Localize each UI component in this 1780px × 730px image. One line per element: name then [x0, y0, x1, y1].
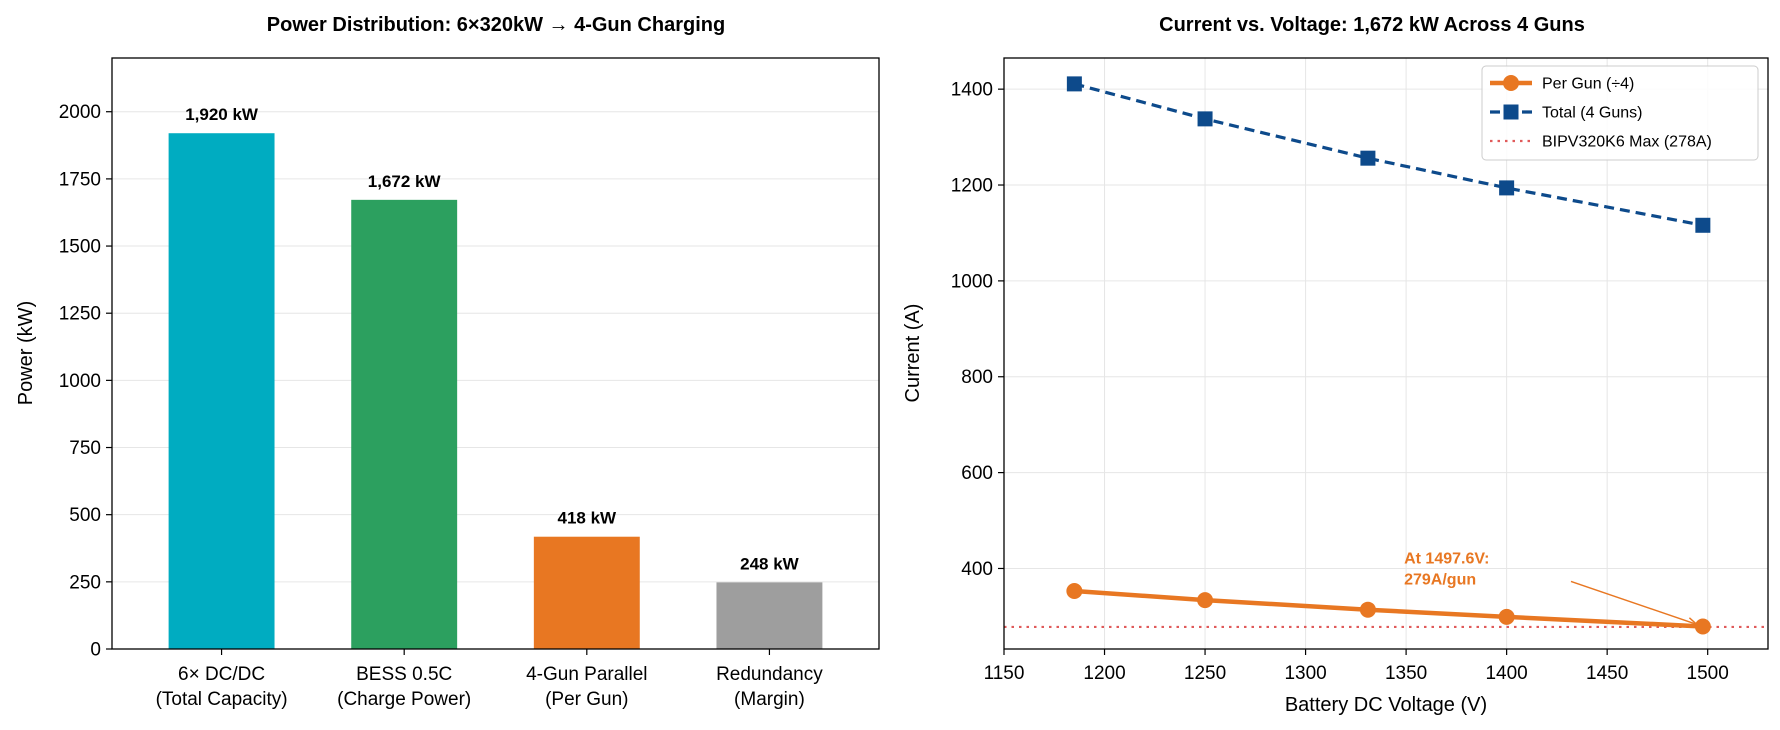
chart2-annotation-text: At 1497.6V:: [1404, 551, 1489, 568]
chart1-x-tick-label: (Total Capacity): [156, 689, 288, 710]
chart2-annotation: At 1497.6V: 279A/gun: [1404, 551, 1699, 626]
chart2-y-tick-label: 800: [961, 367, 993, 388]
chart2-x-tick-label: 1350: [1385, 663, 1427, 684]
chart1-data-label: 1,920 kW: [185, 105, 259, 124]
chart1-y-tick-label: 1500: [59, 237, 101, 258]
chart1-y-ticks: 0 250 500 750 1000 1250 1500 1750 2000: [59, 102, 112, 661]
legend-entry-label: BIPV320K6 Max (278A): [1542, 134, 1712, 151]
chart2-point: [1498, 608, 1515, 625]
chart1-bars: [168, 133, 823, 649]
chart1-y-tick-label: 1750: [59, 169, 101, 190]
chart2-point: [1197, 111, 1213, 127]
chart1-bar: [351, 199, 458, 649]
chart2-annotation-arrowhead: [1686, 617, 1699, 626]
chart2-legend-box: [1481, 65, 1759, 161]
chart1-y-axis-label: Power (kW): [15, 301, 37, 405]
chart2-plot-frame: [1003, 57, 1769, 650]
chart2-title: Current vs. Voltage: 1,672 kW Across 4 G…: [1159, 14, 1585, 36]
chart2-point: [1360, 150, 1376, 166]
chart2-y-tick-label: 400: [961, 559, 993, 580]
legend-swatch-marker: [1503, 104, 1519, 120]
chart1-plot-frame: [111, 57, 880, 650]
chart1-y-tick-label: 750: [69, 438, 101, 459]
chart2-series: [1066, 76, 1711, 635]
chart1-x-tick-label: (Charge Power): [337, 689, 471, 710]
chart1-y-tick-label: 1250: [59, 304, 101, 325]
legend-entry-label: Total (4 Guns): [1542, 105, 1642, 122]
chart1-y-tick-label: 0: [90, 640, 101, 661]
chart1-x-tick-label: 6× DC/DC: [178, 664, 265, 685]
chart2-x-ticks: 1150 1200 1250 1300 1350 1400 1450 1500: [984, 649, 1729, 684]
chart1-x-tick-label: (Per Gun): [545, 689, 628, 710]
chart1-x-tick-label: Redundancy: [716, 664, 823, 685]
chart1-data-label: 248 kW: [740, 554, 800, 573]
chart2-x-tick-label: 1200: [1083, 663, 1125, 684]
chart2-legend: Per Gun (÷4) Total (4 Guns) BIPV320K6 Max …: [1481, 65, 1759, 161]
chart1-bar: [716, 582, 823, 649]
bar-chart-power-distribution: Power Distribution: 6×320kW → 4-Gun Char…: [15, 14, 880, 710]
chart1-x-tick-label: (Margin): [734, 689, 805, 710]
chart2-point: [1359, 601, 1376, 618]
chart2-x-tick-label: 1250: [1184, 663, 1226, 684]
chart2-x-tick-label: 1500: [1687, 663, 1729, 684]
line-chart-current-vs-voltage: Current vs. Voltage: 1,672 kW Across 4 G…: [902, 14, 1769, 716]
chart2-annotation-arrow: [1570, 580, 1698, 626]
chart1-bar: [533, 536, 640, 649]
chart1-x-tick-label: BESS 0.5C: [356, 664, 452, 685]
chart1-y-tick-label: 1000: [59, 371, 101, 392]
chart2-x-tick-label: 1300: [1284, 663, 1326, 684]
chart1-y-tick-label: 500: [69, 505, 101, 526]
chart2-series-line: [1074, 588, 1703, 629]
chart2-point: [1694, 618, 1711, 635]
legend-entry-label: Per Gun (÷4): [1542, 76, 1634, 93]
chart2-x-tick-label: 1400: [1485, 663, 1527, 684]
chart2-y-tick-label: 1400: [951, 80, 993, 101]
chart1-title: Power Distribution: 6×320kW → 4-Gun Char…: [267, 14, 725, 36]
chart2-annotation-text: 279A/gun: [1404, 572, 1476, 589]
chart1-data-label: 1,672 kW: [368, 172, 442, 191]
chart2-point: [1499, 180, 1515, 196]
chart2-x-tick-label: 1150: [984, 663, 1025, 684]
chart2-x-axis-label: Battery DC Voltage (V): [1285, 694, 1487, 716]
chart2-point: [1066, 583, 1083, 600]
chart2-y-ticks: 400 600 800 1000 1200 1400: [951, 80, 1004, 580]
chart1-bar: [168, 133, 275, 649]
chart1-data-label: 418 kW: [558, 509, 618, 528]
chart2-y-axis-label: Current (A): [902, 304, 924, 403]
chart1-y-tick-label: 2000: [59, 102, 101, 123]
chart1-y-tick-label: 250: [69, 572, 101, 593]
chart2-y-tick-label: 1200: [951, 176, 993, 197]
chart1-x-tick-label: 4-Gun Parallel: [526, 664, 647, 685]
chart1-data-labels: 1,920 kW 1,672 kW 418 kW 248 kW: [185, 105, 799, 573]
chart2-point: [1695, 217, 1711, 233]
chart2-y-tick-label: 1000: [951, 271, 993, 292]
chart2-point: [1066, 76, 1082, 92]
chart2-y-tick-label: 600: [961, 463, 993, 484]
chart2-point: [1197, 592, 1214, 609]
chart1-x-ticks: 6× DC/DC (Total Capacity) BESS 0.5C (Charge…: [156, 649, 823, 710]
legend-swatch-marker: [1503, 75, 1519, 91]
chart2-x-tick-label: 1450: [1586, 663, 1628, 684]
